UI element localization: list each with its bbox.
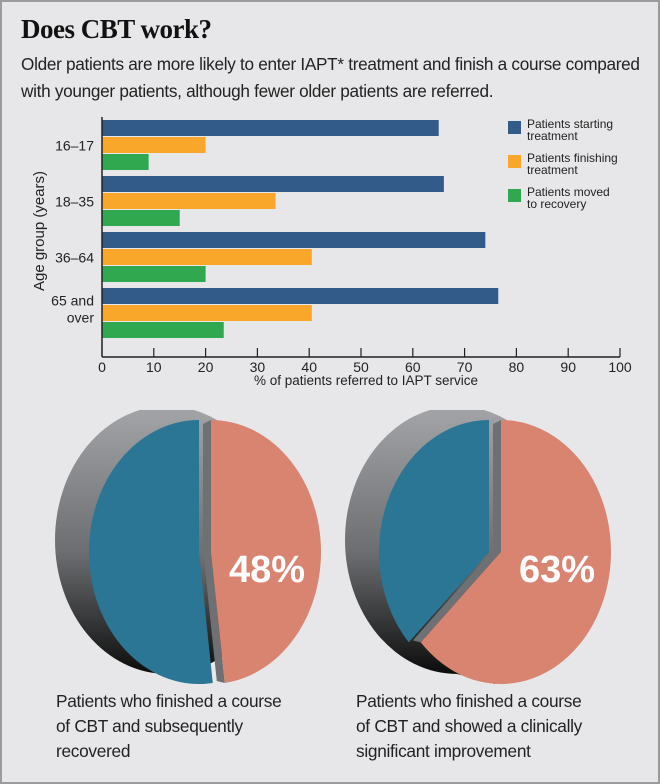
pie-slice-highlight bbox=[211, 420, 321, 683]
pie-caption-improvement: Patients who finished a course of CBT an… bbox=[356, 689, 582, 764]
legend-label: treatment bbox=[527, 163, 578, 177]
legend-label: to recovery bbox=[527, 197, 586, 211]
x-tick-label: 0 bbox=[98, 359, 106, 375]
x-tick-label: 30 bbox=[250, 359, 266, 375]
page-subtitle: Older patients are more likely to enter … bbox=[21, 54, 640, 101]
pie-slice-edge bbox=[203, 420, 225, 683]
bar-finishing bbox=[102, 249, 312, 265]
y-axis-title: Age group (years) bbox=[31, 171, 48, 291]
bar-starting bbox=[102, 120, 439, 136]
bar-recovery bbox=[102, 154, 149, 170]
bar-recovery bbox=[102, 266, 206, 282]
pie-percent-label: 48% bbox=[229, 549, 305, 591]
pie-slice-rest bbox=[89, 420, 213, 684]
x-tick-label: 50 bbox=[353, 359, 369, 375]
legend-label: Patients starting bbox=[527, 117, 613, 131]
caption-line: significant improvement bbox=[356, 741, 531, 761]
x-tick-label: 20 bbox=[198, 359, 214, 375]
legend-label: Patients moved bbox=[527, 185, 610, 199]
x-tick-label: 40 bbox=[301, 359, 317, 375]
legend-swatch bbox=[508, 121, 521, 134]
bar-recovery bbox=[102, 322, 224, 338]
bar-starting bbox=[102, 288, 499, 304]
caption-line: of CBT and subsequently bbox=[56, 716, 243, 736]
category-label: 36–64 bbox=[55, 250, 94, 266]
bar-finishing bbox=[102, 305, 312, 321]
caption-line: of CBT and showed a clinically bbox=[356, 716, 583, 736]
bar-starting bbox=[102, 232, 486, 248]
bar-recovery bbox=[102, 210, 180, 226]
pie-slice-highlight bbox=[420, 420, 611, 684]
bar-starting bbox=[102, 176, 444, 192]
pie-percent-label: 63% bbox=[519, 549, 595, 591]
x-tick-label: 90 bbox=[560, 359, 576, 375]
page-title: Does CBT work? bbox=[21, 14, 212, 44]
pie-chart-improvement: 63% bbox=[345, 410, 611, 684]
x-tick-label: 100 bbox=[608, 359, 632, 375]
legend-swatch bbox=[508, 155, 521, 168]
x-tick-label: 60 bbox=[405, 359, 421, 375]
x-tick-label: 10 bbox=[146, 359, 162, 375]
x-tick-label: 80 bbox=[509, 359, 525, 375]
pie-slice-rest bbox=[379, 420, 489, 643]
pie-chart-recovered: 48% bbox=[55, 410, 321, 684]
caption-line: recovered bbox=[56, 741, 131, 761]
category-label: 65 and bbox=[51, 293, 94, 309]
bar-finishing bbox=[102, 193, 276, 209]
caption-line: Patients who finished a course bbox=[356, 691, 582, 711]
bar-finishing bbox=[102, 137, 206, 153]
pie-caption-recovered: Patients who finished a course of CBT an… bbox=[56, 689, 282, 764]
x-axis-title: % of patients referred to IAPT service bbox=[254, 373, 478, 388]
x-tick-label: 70 bbox=[457, 359, 473, 375]
legend-label: Patients finishing bbox=[527, 151, 618, 165]
pie-slice-edge bbox=[412, 420, 501, 643]
category-label: 18–35 bbox=[55, 194, 94, 210]
legend-label: treatment bbox=[527, 129, 578, 143]
category-label: 16–17 bbox=[55, 138, 94, 154]
legend-swatch bbox=[508, 189, 521, 202]
caption-line: Patients who finished a course bbox=[56, 691, 282, 711]
category-label: over bbox=[67, 310, 95, 326]
